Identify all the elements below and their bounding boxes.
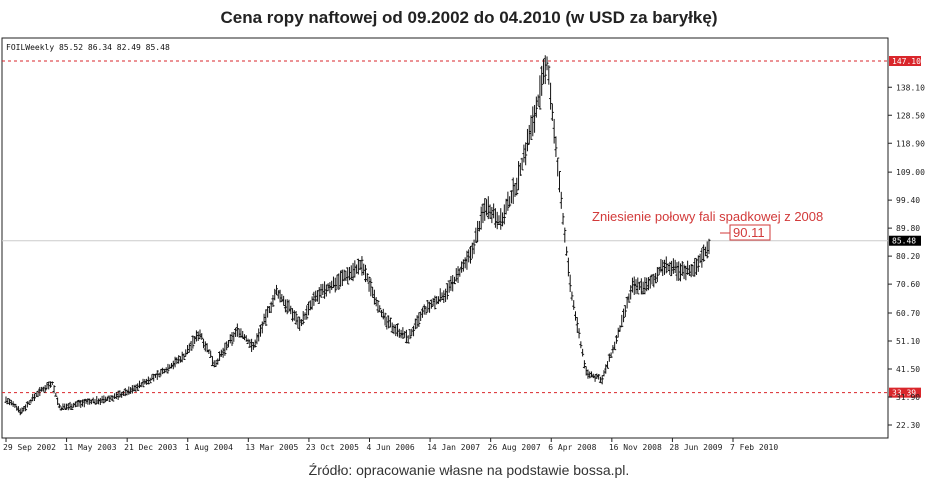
oil-price-chart: FOILWeekly 85.52 86.34 82.49 85.48 147.1… — [1, 37, 925, 452]
x-tick-label: 11 May 2003 — [64, 443, 117, 452]
x-tick-label: 7 Feb 2010 — [730, 443, 778, 452]
x-tick-label: 6 Apr 2008 — [548, 443, 596, 452]
y-tick-label: 31.90 — [896, 393, 920, 402]
annotation-value: 90.11 — [733, 225, 765, 240]
y-tick-label: 22.30 — [896, 421, 920, 430]
x-tick-label: 14 Jan 2007 — [427, 443, 480, 452]
y-tick-label: 128.50 — [896, 111, 925, 120]
y-tick-label: 60.70 — [896, 309, 920, 318]
x-tick-label: 1 Aug 2004 — [185, 443, 233, 452]
marker-label: 85.48 — [892, 237, 916, 246]
y-tick-label: 109.00 — [896, 168, 925, 177]
y-tick-label: 138.10 — [896, 83, 925, 92]
marker-tag — [889, 56, 921, 66]
y-tick-label: 51.10 — [896, 337, 920, 346]
y-tick-label: 89.80 — [896, 224, 920, 233]
x-tick-label: 29 Sep 2002 — [3, 443, 56, 452]
marker-tag — [889, 387, 921, 398]
y-tick-label: 118.90 — [896, 139, 925, 148]
annotation-text: Zniesienie połowy fali spadkowej z 2008 — [592, 209, 823, 224]
x-tick-label: 13 Mar 2005 — [245, 443, 298, 452]
horizontal-markers: 147.10 33.39 85.48 — [2, 56, 921, 398]
y-tick-label: 99.40 — [896, 196, 920, 205]
marker-label: 147.10 — [892, 57, 921, 66]
x-tick-label: 23 Oct 2005 — [306, 443, 359, 452]
marker-label: 33.39 — [892, 389, 916, 398]
x-axis: 29 Sep 2002 11 May 2003 21 Dec 2003 1 Aug 2… — [3, 438, 778, 452]
x-tick-label: 4 Jun 2006 — [367, 443, 415, 452]
plot-frame — [1, 37, 889, 439]
y-tick-label: 41.50 — [896, 365, 920, 374]
x-tick-label: 21 Dec 2003 — [124, 443, 177, 452]
chart-title: Cena ropy naftowej od 09.2002 do 04.2010… — [220, 8, 718, 27]
x-tick-label: 26 Aug 2007 — [488, 443, 541, 452]
header-quote: FOILWeekly 85.52 86.34 82.49 85.48 — [6, 43, 170, 52]
marker-tag — [889, 235, 921, 246]
annotation-value-box — [729, 224, 771, 241]
source-note: Źródło: opracowanie własne na podstawie … — [308, 462, 630, 478]
y-tick-label: 70.60 — [896, 280, 920, 289]
y-tick-label: 80.20 — [896, 252, 920, 261]
x-tick-label: 16 Nov 2008 — [609, 443, 662, 452]
x-tick-label: 28 Jun 2009 — [669, 443, 722, 452]
price-bars — [4, 55, 711, 416]
y-axis: 138.10 128.50 118.90 109.00 99.40 89.80 80.20 7… — [888, 83, 925, 430]
